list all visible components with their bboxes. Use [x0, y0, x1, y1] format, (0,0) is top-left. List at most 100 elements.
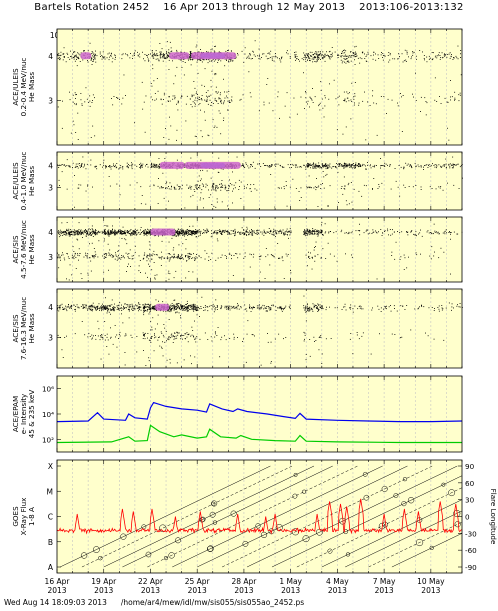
ace-uleis-low-point [162, 60, 164, 62]
ace-uleis-high-point [331, 167, 333, 169]
ace-sis-low-point [434, 230, 436, 232]
ace-uleis-low-point [266, 84, 268, 85]
ace-uleis-low-point [336, 129, 338, 131]
ace-uleis-low-point [217, 91, 219, 93]
ace-uleis-low-point [76, 65, 78, 67]
ace-sis-low-point [372, 231, 374, 233]
ace-uleis-low-point [194, 99, 196, 101]
ace-sis-high-point [105, 308, 107, 309]
ace-sis-low-point [388, 234, 389, 236]
ace-uleis-low-point [77, 56, 79, 58]
ace-sis-low-point [231, 258, 232, 260]
ace-sis-high-point [68, 306, 69, 308]
ace-sis-low-point [281, 232, 283, 233]
page-title: Bartels Rotation 2452 16 Apr 2013 throug… [34, 2, 464, 13]
ace-sis-low-point [68, 258, 70, 259]
ace-sis-low-point [104, 233, 106, 235]
ace-uleis-low-point [250, 54, 251, 56]
ace-sis-low-point [200, 230, 202, 232]
ace-uleis-high-point [317, 166, 319, 168]
ace-uleis-low-point [252, 58, 253, 59]
ace-sis-low-point [189, 229, 190, 231]
ace-uleis-high-point [186, 184, 188, 186]
ace-uleis-low-point [381, 52, 382, 53]
ace-sis-low-point [203, 232, 205, 234]
ace-uleis-low-point [89, 95, 91, 97]
ace-sis-low-point [279, 257, 281, 259]
ace-uleis-low-point [353, 52, 355, 54]
ace-uleis-high-point [351, 164, 353, 166]
ace-uleis-low-point [77, 57, 79, 59]
ace-uleis-low-point [70, 50, 71, 52]
ace-uleis-low-point [312, 61, 314, 63]
ace-sis-high-point [211, 340, 213, 342]
ace-sis-low-point [64, 231, 66, 232]
ace-uleis-low-point [213, 50, 215, 52]
ace-uleis-low-point [345, 101, 347, 103]
ace-sis-low-point [69, 235, 71, 237]
ace-uleis-high-point [378, 184, 380, 185]
ace-uleis-low-point [113, 96, 115, 97]
ace-sis-high-point [268, 306, 270, 308]
ace-uleis-high-point [173, 187, 175, 189]
ace-uleis-high-point [425, 164, 427, 166]
ace-uleis-low-point [167, 100, 169, 102]
ace-sis-low-point [289, 227, 291, 229]
ace-uleis-low-point [164, 57, 166, 59]
ace-uleis-low-point [424, 97, 426, 99]
ace-uleis-low-point [406, 53, 408, 55]
ace-uleis-high-point [254, 188, 256, 190]
ace-sis-low-point [227, 230, 228, 232]
ace-sis-low-point [316, 233, 318, 235]
ace-uleis-low-point [454, 99, 456, 100]
ace-uleis-low-point [301, 58, 303, 60]
ace-uleis-low-point [76, 57, 78, 59]
ace-uleis-low-point [183, 74, 185, 76]
ace-uleis-high-point [150, 164, 152, 166]
ace-uleis-low-point [346, 55, 348, 57]
ace-uleis-low-point [104, 56, 106, 58]
ace-sis-low-point [76, 230, 78, 231]
ace-uleis-low-point [152, 64, 154, 66]
ace-uleis-low-point [344, 100, 345, 102]
ace-sis-low-point [303, 233, 305, 235]
ace-sis-low-points [57, 222, 463, 281]
ace-sis-low-point [221, 234, 223, 235]
ace-sis-low-point [234, 233, 236, 235]
ace-sis-high-point [267, 306, 269, 307]
ace-sis-high-point [128, 308, 130, 310]
ace-uleis-high-point [85, 168, 87, 170]
ace-sis-high-point [275, 310, 277, 311]
ace-sis-high-point [185, 304, 187, 305]
ace-uleis-low-point [93, 56, 95, 58]
ace-sis-low-point [375, 231, 377, 233]
ace-sis-low-point [282, 260, 284, 262]
ace-sis-low-point [199, 234, 201, 236]
ace-uleis-low-point [206, 51, 207, 53]
ace-uleis-low-point [163, 53, 164, 55]
ace-uleis-high-point [440, 186, 442, 187]
ace-uleis-high-point [350, 167, 352, 169]
ace-uleis-low-point [121, 103, 123, 105]
ace-sis-low-point [179, 233, 180, 235]
ace-sis-high-point [136, 305, 138, 307]
ace-sis-low-point [92, 231, 94, 233]
ace-sis-low-point [408, 256, 409, 258]
ace-uleis-high-point [338, 163, 340, 165]
ace-uleis-low-density-region [169, 52, 190, 60]
ace-sis-low-point [310, 230, 311, 232]
ace-uleis-low-point [207, 51, 209, 53]
ace-uleis-low-point [375, 59, 377, 61]
ace-uleis-low-point [94, 55, 96, 57]
ace-uleis-low-point [327, 54, 328, 56]
ace-uleis-low-point [317, 57, 319, 58]
ace-sis-low-point [196, 232, 198, 234]
ace-sis-low-point [81, 233, 82, 235]
ace-uleis-high-point [75, 163, 77, 165]
ace-uleis-high-density-region [184, 161, 241, 169]
ace-uleis-low-point [110, 55, 111, 57]
ace-sis-low-point [103, 258, 105, 259]
ace-uleis-low-point [426, 102, 428, 104]
ace-sis-low-point [69, 231, 71, 233]
ace-sis-low-point [178, 256, 179, 258]
